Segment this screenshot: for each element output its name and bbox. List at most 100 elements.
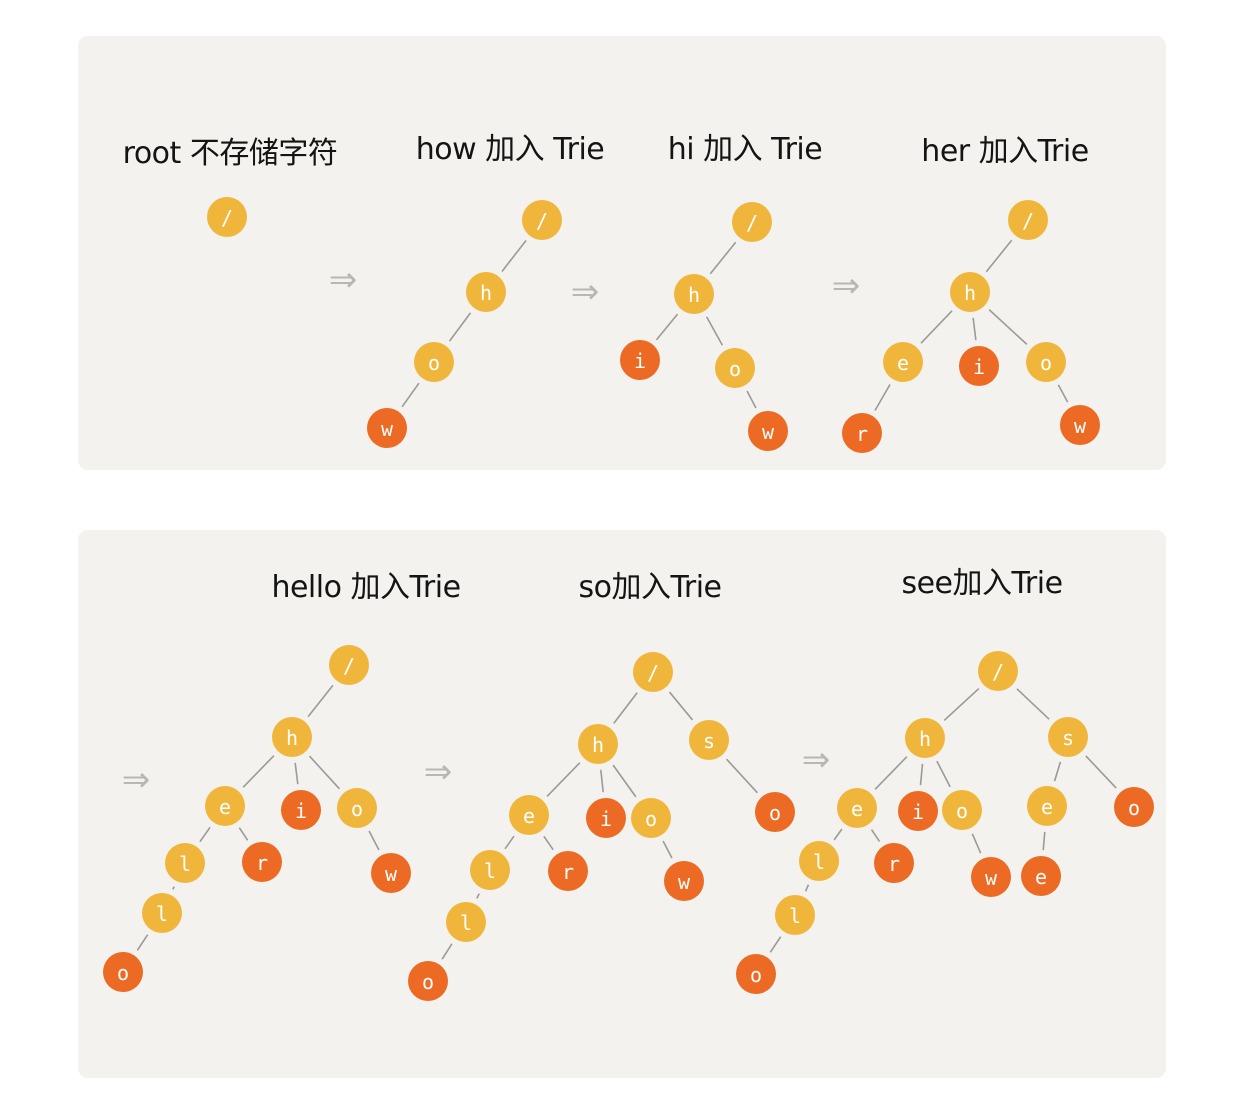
trie-node-label: / [536,209,548,233]
trie-node-circle [367,408,407,448]
trie-node-circle [408,961,448,1001]
trie-node: h [674,274,714,314]
panel-top-row [78,36,1166,470]
trie-edge [172,886,175,890]
trie-edge [613,692,638,724]
trie-node: h [272,717,312,757]
trie-node-label: h [286,726,298,750]
trie-node: h [950,272,990,312]
trie-node-circle [755,792,795,832]
trie-edge [543,835,554,851]
trie-node-word-end: o [736,954,776,994]
trie-tree: / h e l l o r i o w s o [408,652,795,1001]
trie-edge [919,763,924,786]
trie-edge [599,769,605,793]
trie-node-circle [586,798,626,838]
trie-tree: / [207,197,247,237]
trie-node: l [470,850,510,890]
trie-node: / [207,197,247,237]
trie-tree: / h e l l o r i o w [103,645,411,992]
trie-node-label: h [480,281,492,305]
trie-edge [662,840,673,859]
trie-node-circle [470,850,510,890]
trie-edge [746,390,757,409]
trie-node-circle [281,790,321,830]
trie-node-circle [522,200,562,240]
trie-tree: / h o w [367,200,562,448]
trie-node-label: / [992,660,1004,684]
trie-node-label: o [1128,796,1140,820]
step-title-her: her 加入Trie [921,134,1089,169]
trie-edge [988,309,1028,345]
trie-node-circle [509,795,549,835]
trie-edge [307,684,334,718]
trie-node-label: i [634,349,646,373]
step-title-hello: hello 加入Trie [271,570,461,605]
trie-edge [655,313,679,341]
step-arrow: ⇒ [570,272,600,312]
trie-node-label: o [645,807,657,831]
trie-node-label: / [221,206,233,230]
trie-node-word-end: w [371,853,411,893]
trie-node-label: o [351,797,363,821]
panel-bottom-row [78,530,1166,1078]
trie-node-label: o [117,961,129,985]
trie-node-label: w [985,866,998,890]
trie-node-label: h [964,281,976,305]
trie-edge [972,317,977,341]
trie-node-word-end: o [1114,787,1154,827]
trie-node-label: r [856,422,868,446]
trie-edge [242,755,275,788]
trie-node: o [942,790,982,830]
trie-node: e [837,788,877,828]
trie-edge [725,758,759,794]
trie-node-circle [631,798,671,838]
trie-tree: / h i o w [620,202,788,451]
trie-node-label: / [1022,209,1034,233]
trie-edge [199,826,211,843]
trie-node-word-end: w [664,861,704,901]
trie-node-word-end: w [971,857,1011,897]
trie-node: l [142,893,182,933]
trie-node-word-end: i [898,791,938,831]
trie-node-word-end: i [620,340,660,380]
trie-node-label: i [973,355,985,379]
trie-node-label: l [813,850,825,874]
trie-node: l [775,895,815,935]
trie-node-word-end: r [548,851,588,891]
trie-node: e [205,786,245,826]
step-title-how: how 加入 Trie [415,132,605,167]
trie-node-circle [689,720,729,760]
trie-node-word-end: w [748,411,788,451]
trie-node: e [883,342,923,382]
trie-node: o [631,798,671,838]
trie-edge [769,936,782,953]
trie-node-label: e [219,795,231,819]
trie-node-circle [775,895,815,935]
trie-node-label: h [592,733,604,757]
step-title-so: so加入Trie [578,570,722,605]
trie-node-label: i [295,799,307,823]
trie-node-label: o [1040,351,1052,375]
trie-node-circle [905,718,945,758]
trie-node-label: h [688,283,700,307]
trie-node-word-end: o [103,952,143,992]
trie-edge [985,239,1013,273]
trie-node-label: e [897,351,909,375]
trie-edge [1085,755,1117,789]
trie-node-word-end: r [242,842,282,882]
step-arrow: ⇒ [121,760,151,800]
trie-node-circle [842,413,882,453]
trie-edge [936,760,951,788]
trie-edge [920,310,953,344]
trie-edge [501,240,527,272]
trie-node-label: e [523,804,535,828]
trie-node: o [1026,342,1066,382]
trie-node-label: e [851,797,863,821]
trie-node-label: l [179,852,191,876]
trie-node-circle [942,790,982,830]
trie-node-circle [165,843,205,883]
trie-node-circle [736,954,776,994]
trie-node-circle [466,272,506,312]
